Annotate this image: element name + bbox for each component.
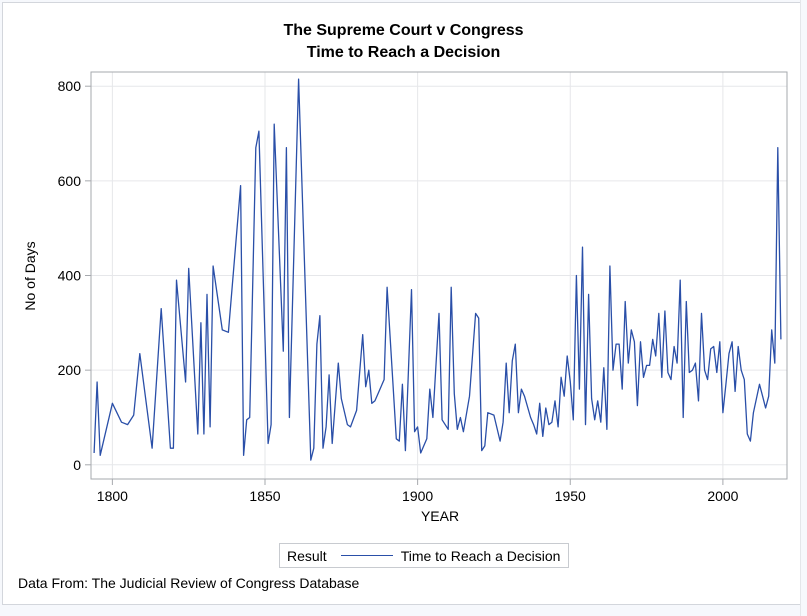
y-axis-ticks: 0 200 400 600 800 [58, 78, 91, 473]
legend-line-swatch [340, 555, 393, 556]
x-tick-label: 2000 [707, 488, 738, 504]
data-source-footnote: Data From: The Judicial Review of Congre… [18, 575, 360, 591]
right-border [800, 0, 801, 616]
x-axis-label: YEAR [420, 508, 460, 524]
y-tick-label: 200 [58, 362, 82, 378]
y-tick-label: 400 [58, 268, 82, 284]
legend-group-label: Result [287, 547, 327, 564]
legend-entry-label: Time to Reach a Decision [400, 547, 561, 564]
x-axis-ticks: 1800 1850 1900 1950 2000 [97, 479, 739, 504]
x-tick-label: 1850 [249, 488, 280, 504]
series-points [94, 79, 781, 461]
x-tick-label: 1800 [97, 488, 128, 504]
y-tick-label: 600 [58, 173, 82, 189]
x-tick-label: 1900 [402, 488, 433, 504]
chart-subtitle: Time to Reach a Decision [306, 44, 501, 61]
legend: Result Time to Reach a Decision [279, 543, 570, 568]
plot-border [90, 71, 788, 480]
y-axis-label: No of Days [22, 241, 38, 311]
y-tick-label: 800 [58, 78, 82, 94]
chart-title: The Supreme Court v Congress [283, 22, 524, 39]
y-tick-label: 0 [73, 457, 81, 473]
chart-frame [2, 2, 801, 605]
series-line-time-to-decision [93, 78, 782, 461]
gridlines [91, 72, 787, 479]
x-tick-label: 1950 [555, 488, 586, 504]
